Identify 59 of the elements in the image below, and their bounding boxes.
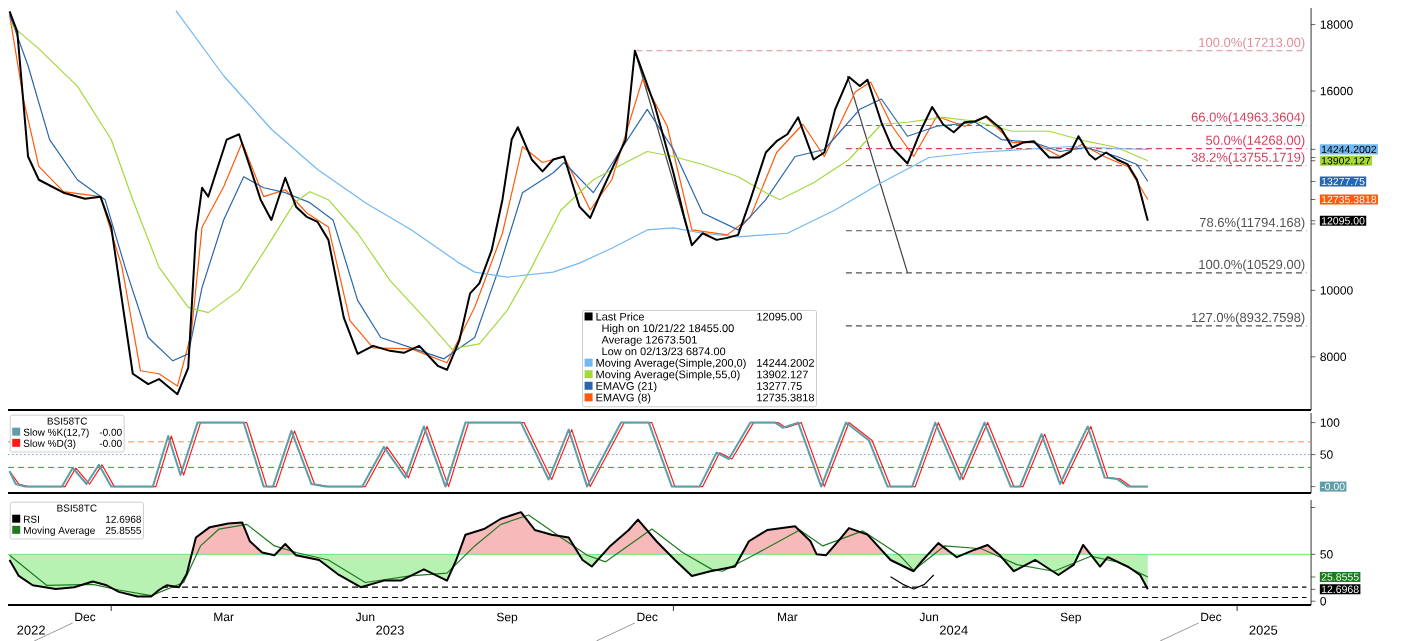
x-tick-label: Dec xyxy=(637,612,658,622)
y-tick-label: 0 xyxy=(1320,596,1327,606)
annotation: Low on 02/13/23 6874.00 xyxy=(602,347,726,356)
annotation: 100.0%(17213.00) xyxy=(1199,37,1305,50)
legend-label: EMAVG (8) xyxy=(596,393,651,404)
y-tick-label: 25.8555 xyxy=(1321,573,1359,581)
x2-tick-label: 2025 xyxy=(1249,625,1278,635)
x2-tick-label: 2022 xyxy=(17,625,45,635)
y-tick-label: 100 xyxy=(1320,418,1340,427)
text: 13277.75 xyxy=(757,382,802,390)
text: 12095.00 xyxy=(757,312,802,321)
legend-label: EMAVG (21) xyxy=(596,381,657,393)
y-tick-label: 18000 xyxy=(1320,20,1353,29)
text: 12.6968 xyxy=(106,515,141,523)
annotation: 78.6%(11794.168) xyxy=(1199,217,1305,230)
legend-label: Last Price xyxy=(596,312,644,321)
x-tick-label: Dec xyxy=(1201,612,1222,622)
x-tick-label: Jun xyxy=(355,612,375,622)
annotation: 38.2%(13755.1719) xyxy=(1191,152,1305,165)
text: -0.00 xyxy=(99,428,122,436)
y-tick-label: 50 xyxy=(1320,550,1333,559)
x-tick-label: Mar xyxy=(214,612,234,622)
y-tick-label: 12095.00 xyxy=(1321,217,1365,225)
text: -0.00 xyxy=(99,439,122,447)
text: 14244.2002 xyxy=(757,358,814,367)
y-tick-label: -0.00 xyxy=(1321,482,1345,491)
legend-label: Slow %D(3) xyxy=(23,439,76,449)
x2-tick-label: 2024 xyxy=(939,625,968,635)
x-tick-label: Sep xyxy=(1060,612,1081,624)
legend-label: RSI xyxy=(24,515,39,523)
x-tick-label: Dec xyxy=(75,612,96,622)
x-tick-label: Mar xyxy=(778,612,798,622)
annotation: 66.0%(14963.3604) xyxy=(1191,112,1305,125)
y-tick-label: 13902.127 xyxy=(1321,157,1371,165)
text: 12735.3818 xyxy=(757,393,815,402)
text: 13902.127 xyxy=(757,370,808,379)
legend-label: Moving Average(Simple,200,0) xyxy=(596,358,746,369)
legend-label: Moving Average(Simple,55,0) xyxy=(596,370,740,381)
annotation: 100.0%(10529.00) xyxy=(1199,259,1305,272)
legend-label: Moving Average xyxy=(24,526,95,536)
text: 25.8555 xyxy=(105,526,142,534)
legend-title: BSI58TC xyxy=(57,504,97,512)
x-tick-label: Sep xyxy=(496,612,518,624)
y-tick-label: 50 xyxy=(1320,450,1333,459)
legend-title: BSI58TC xyxy=(47,417,88,425)
y-tick-label: 16000 xyxy=(1320,86,1353,96)
y-tick-label: 13277.75 xyxy=(1321,177,1365,186)
x-tick-label: Jun xyxy=(919,612,938,622)
annotation: Average 12673.501 xyxy=(601,335,697,346)
annotation: 127.0%(8932.7598) xyxy=(1192,312,1305,325)
y-tick-label: 14244.2002 xyxy=(1321,145,1377,154)
annotation: 50.0%(14268.00) xyxy=(1206,135,1305,148)
x2-tick-label: 2023 xyxy=(376,625,404,635)
legend-label: Slow %K(12,7) xyxy=(23,428,89,438)
y-tick-label: 12735.3818 xyxy=(1321,195,1377,204)
y-tick-label: 10000 xyxy=(1320,286,1353,295)
y-tick-label: 12.6968 xyxy=(1321,585,1359,594)
y-tick-label: 8000 xyxy=(1320,352,1347,362)
annotation: High on 10/21/22 18455.00 xyxy=(602,324,734,335)
